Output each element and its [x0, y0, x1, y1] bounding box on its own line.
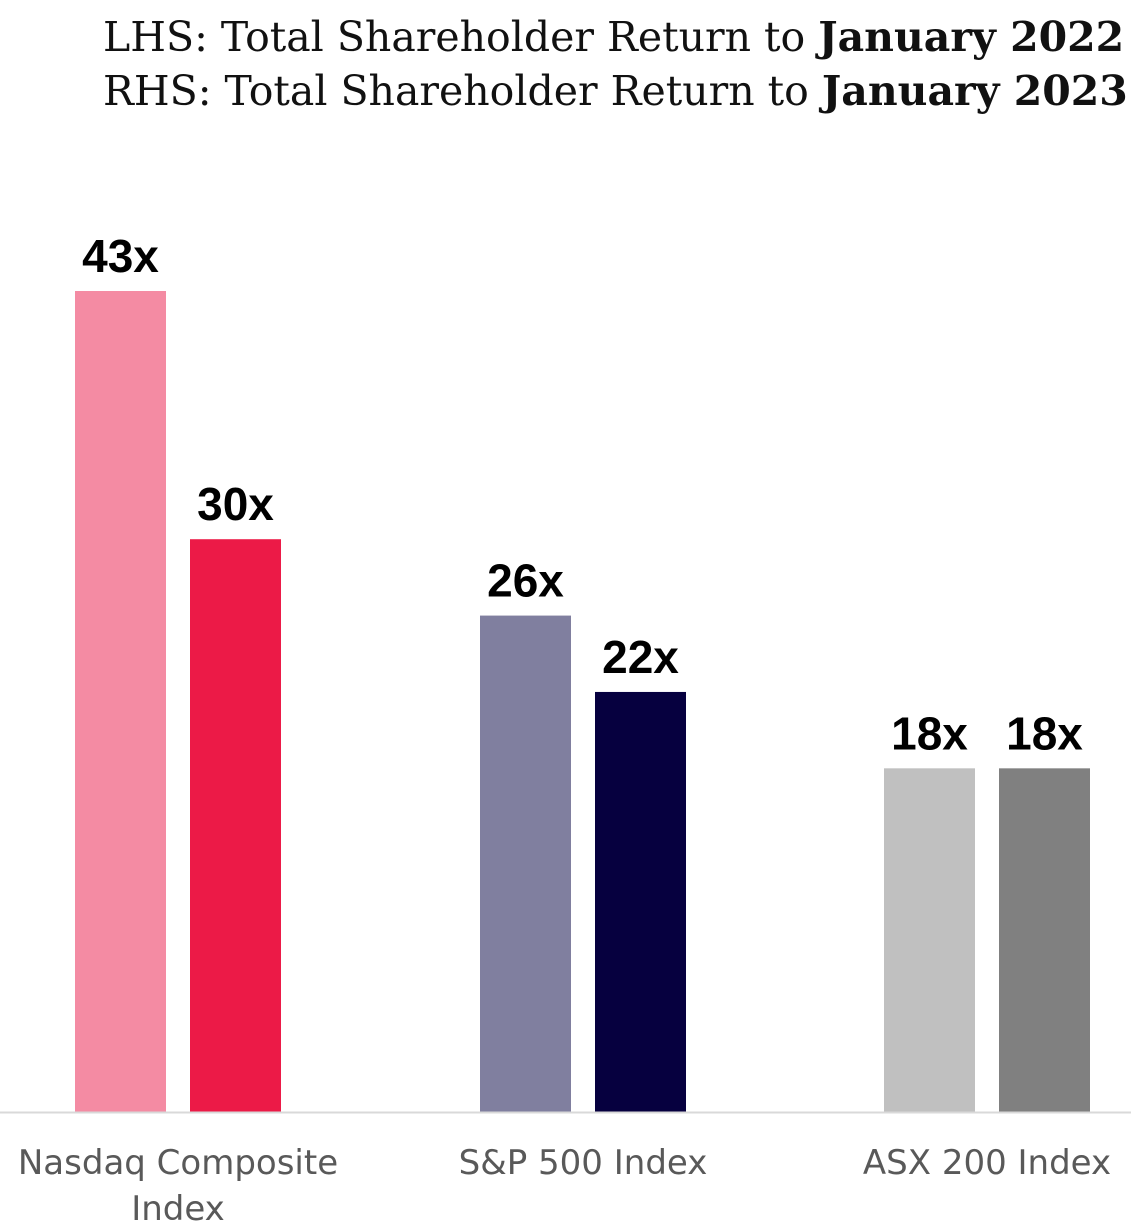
bar-1-lhs: [75, 291, 166, 1112]
title-rhs-prefix: RHS: Total Shareholder Return to: [103, 67, 822, 115]
chart-title: LHS: Total Shareholder Return to January…: [103, 10, 1128, 118]
category-label-2-line-1: S&P 500 Index: [459, 1143, 708, 1183]
data-label-2-lhs: 26x: [487, 555, 564, 607]
bar-2-lhs: [480, 615, 571, 1112]
chart-title-line-lhs: LHS: Total Shareholder Return to January…: [103, 10, 1124, 64]
bar-3-lhs: [884, 768, 975, 1112]
title-rhs-date: January 2023: [821, 67, 1128, 115]
category-label-3-line-1: ASX 200 Index: [863, 1143, 1111, 1183]
bar-3-rhs: [999, 768, 1090, 1112]
data-label-2-rhs: 22x: [602, 631, 679, 683]
category-label-1-line-1: Nasdaq Composite: [18, 1143, 338, 1183]
data-label-3-lhs: 18x: [891, 707, 968, 759]
data-label-1-lhs: 43x: [82, 230, 159, 282]
title-lhs-date: January 2022: [818, 13, 1125, 61]
bar-1-rhs: [190, 539, 281, 1112]
chart-title-line-rhs: RHS: Total Shareholder Return to January…: [103, 64, 1128, 118]
category-label-1-line-2: Index: [131, 1189, 225, 1227]
bar-2-rhs: [595, 691, 686, 1112]
data-label-3-rhs: 18x: [1006, 707, 1083, 759]
data-label-1-rhs: 30x: [197, 478, 274, 530]
title-lhs-prefix: LHS: Total Shareholder Return to: [103, 13, 819, 61]
